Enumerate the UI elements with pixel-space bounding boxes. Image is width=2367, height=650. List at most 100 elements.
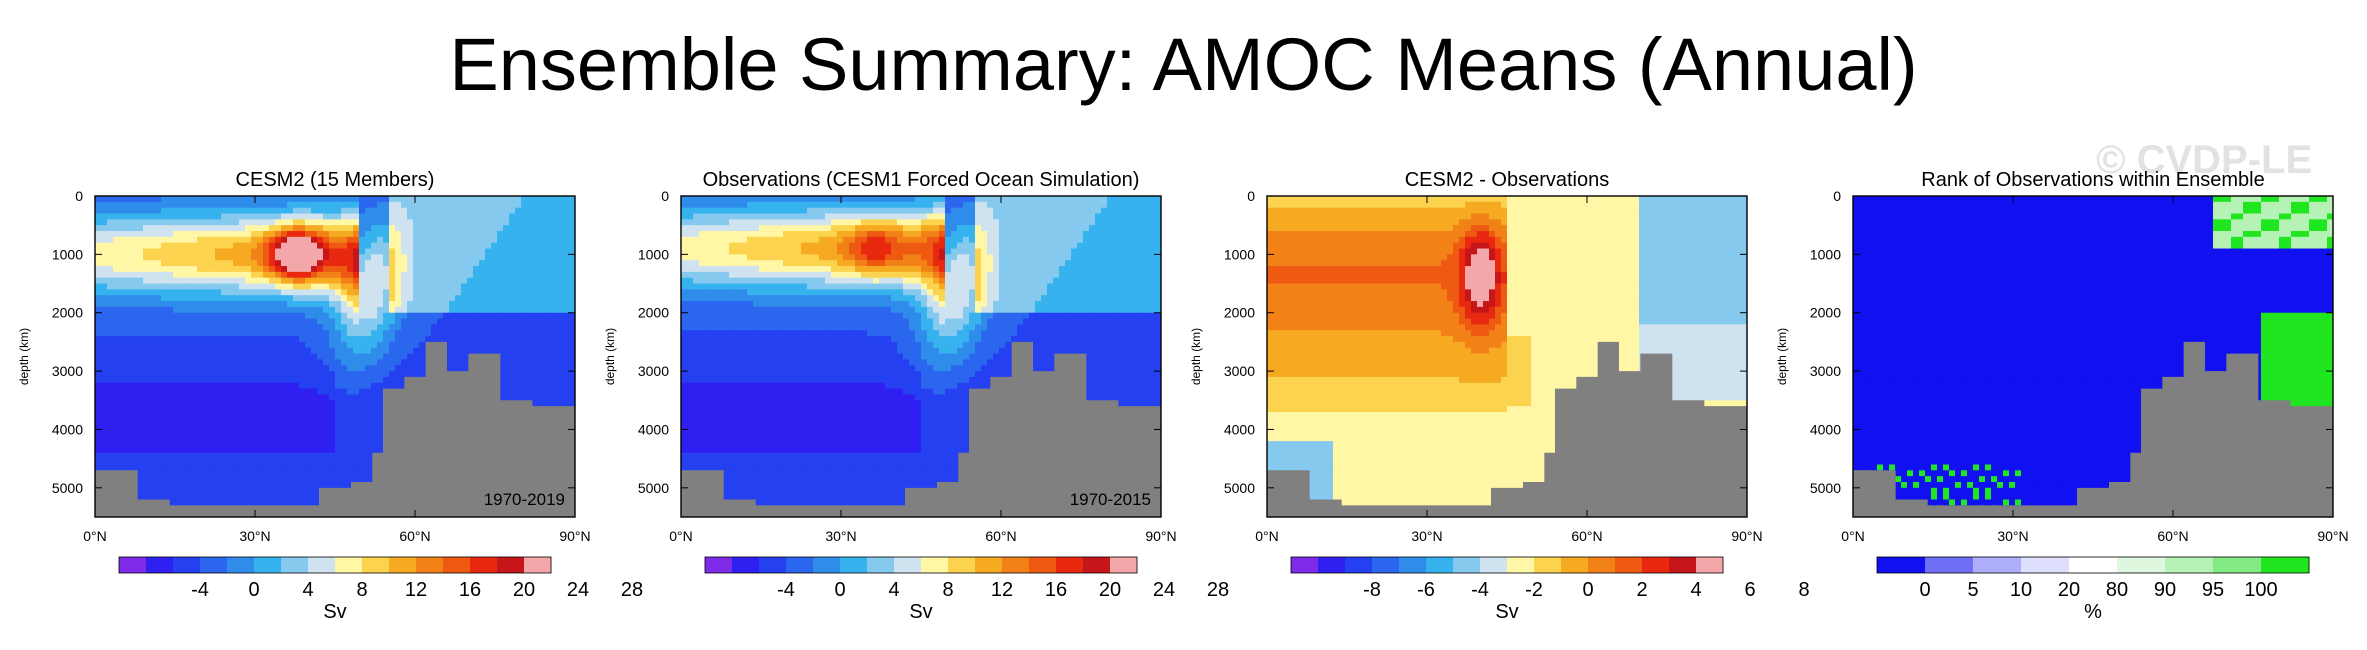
field-cell [371, 196, 378, 203]
field-cell [215, 388, 222, 396]
colorbar-swatch [119, 557, 147, 573]
field-cell [137, 271, 144, 279]
field-cell [395, 254, 402, 261]
field-cell [485, 283, 492, 290]
field-cell [1137, 201, 1144, 209]
field-cell [777, 201, 784, 209]
field-cell [149, 458, 156, 466]
field-cell [957, 219, 964, 226]
field-cell [515, 301, 522, 308]
field-cell [897, 196, 904, 203]
field-cell [263, 388, 270, 396]
field-cell [299, 476, 306, 483]
field-cell [269, 365, 276, 372]
field-cell [491, 289, 498, 296]
field-cell [221, 196, 228, 203]
field-cell [365, 446, 372, 454]
field-cell [185, 359, 192, 366]
field-cell [221, 359, 228, 366]
field-cell [1101, 225, 1108, 232]
field-cell [753, 207, 760, 215]
field-cell [443, 242, 450, 250]
field-cell [449, 277, 456, 285]
field-cell [545, 341, 552, 349]
field-cell [485, 248, 492, 255]
field-cell [431, 248, 438, 255]
field-cell [509, 242, 516, 250]
field-cell [197, 266, 204, 273]
field-cell [879, 225, 886, 232]
field-cell [497, 306, 504, 314]
field-cell [897, 231, 904, 238]
field-cell [335, 201, 342, 209]
field-cell [365, 470, 372, 477]
field-cell [263, 371, 270, 378]
field-cell [455, 283, 462, 290]
field-cell [1059, 207, 1066, 215]
field-cell [275, 295, 282, 302]
field-cell [251, 487, 258, 495]
field-cell [263, 271, 270, 279]
field-cell [497, 201, 504, 209]
field-cell [413, 341, 420, 349]
field-cell [221, 376, 228, 384]
field-cell [203, 406, 210, 413]
field-cell [131, 277, 138, 285]
field-cell [479, 213, 486, 220]
field-cell [557, 388, 564, 396]
field-cell [533, 236, 540, 244]
field-cell [101, 406, 108, 413]
field-cell [263, 452, 270, 460]
field-cell [227, 365, 234, 372]
field-cell [317, 446, 324, 454]
field-cell [527, 207, 534, 215]
field-cell [813, 207, 820, 215]
field-cell [209, 330, 216, 337]
field-cell [473, 341, 480, 349]
field-cell [527, 359, 534, 366]
field-cell [167, 225, 174, 232]
field-cell [473, 306, 480, 314]
field-cell [371, 271, 378, 279]
field-cell [125, 236, 132, 244]
field-cell [551, 213, 558, 220]
field-cell [359, 376, 366, 384]
field-cell [329, 376, 336, 384]
field-cell [485, 312, 492, 320]
field-cell [197, 242, 204, 250]
field-cell [311, 336, 318, 343]
field-cell [161, 266, 168, 273]
field-cell [179, 388, 186, 396]
field-cell [479, 225, 486, 232]
field-cell [251, 429, 258, 436]
field-cell [275, 248, 282, 255]
field-cell [227, 464, 234, 471]
field-cell [1113, 219, 1120, 226]
field-cell [557, 219, 564, 226]
field-cell [461, 242, 468, 250]
field-cell [377, 441, 384, 448]
field-cell [545, 254, 552, 261]
field-cell [281, 201, 288, 209]
field-cell [161, 295, 168, 302]
field-cell [533, 225, 540, 232]
field-cell [311, 347, 318, 355]
field-cell [461, 306, 468, 314]
field-cell [377, 271, 384, 279]
field-cell [161, 213, 168, 220]
field-cell [233, 376, 240, 384]
field-cell [269, 341, 276, 349]
field-cell [317, 196, 324, 203]
field-cell [521, 347, 528, 355]
field-cell [131, 271, 138, 279]
field-cell [137, 324, 144, 331]
field-cell [239, 219, 246, 226]
field-cell [149, 341, 156, 349]
field-cell [317, 359, 324, 366]
field-cell [801, 231, 808, 238]
field-cell [497, 289, 504, 296]
field-cell [353, 435, 360, 442]
field-cell [903, 201, 910, 209]
field-cell [987, 213, 994, 220]
field-cell [533, 289, 540, 296]
